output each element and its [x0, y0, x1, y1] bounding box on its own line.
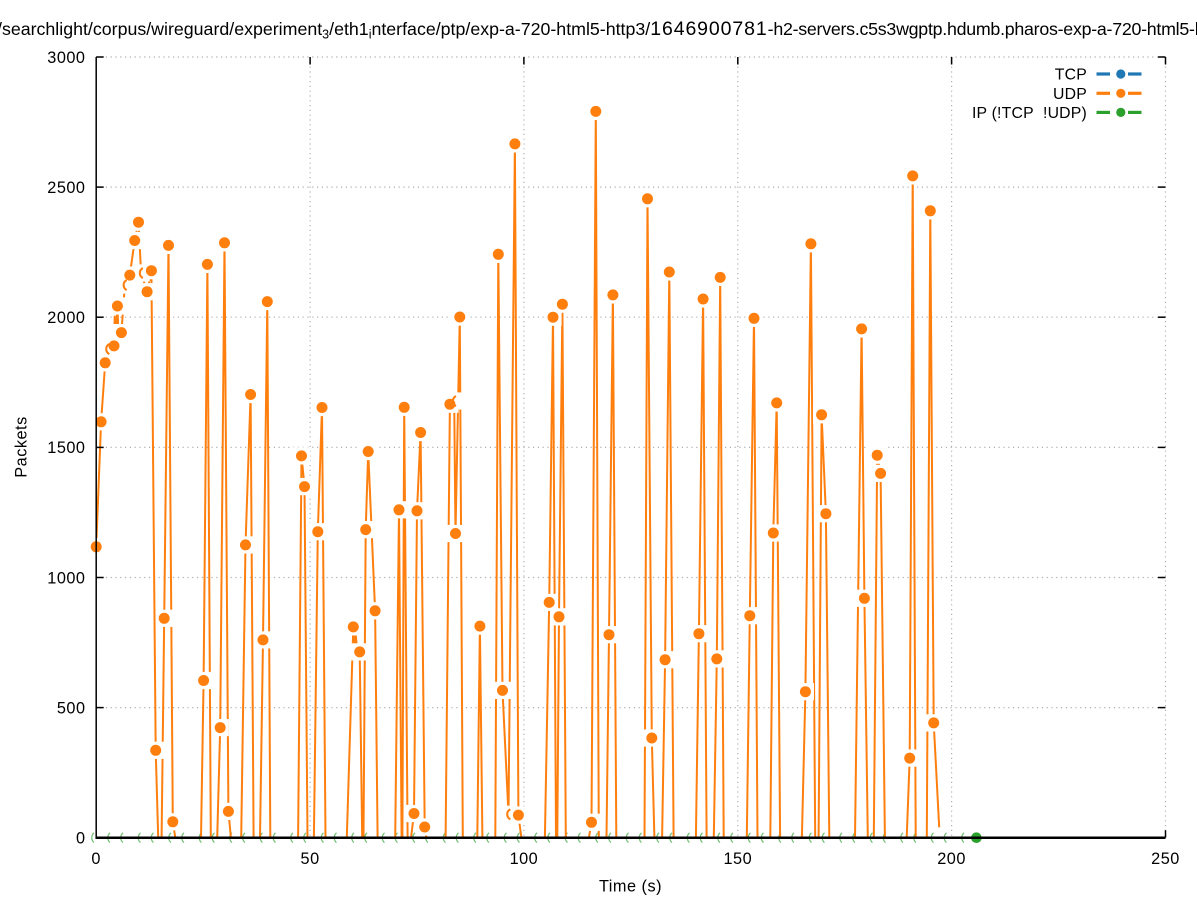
svg-text:250: 250 [1151, 850, 1180, 868]
svg-text:TCP: TCP [1055, 67, 1087, 84]
svg-text:200: 200 [937, 850, 966, 868]
svg-text:500: 500 [57, 700, 86, 718]
svg-text:Packets: Packets [12, 416, 30, 477]
svg-text:1000: 1000 [47, 569, 85, 587]
svg-text:/searchlight/corpus/wireguard/: /searchlight/corpus/wireguard/experiment… [0, 18, 1197, 41]
svg-text:IP (!TCP !UDP): IP (!TCP !UDP) [972, 105, 1087, 122]
svg-text:2500: 2500 [47, 179, 85, 197]
svg-text:150: 150 [723, 850, 752, 868]
svg-text:100: 100 [510, 850, 539, 868]
svg-text:0: 0 [91, 850, 101, 868]
svg-text:1500: 1500 [47, 439, 85, 457]
svg-text:2000: 2000 [47, 309, 85, 327]
svg-text:50: 50 [301, 850, 320, 868]
svg-text:UDP: UDP [1053, 86, 1087, 103]
svg-text:3000: 3000 [47, 49, 85, 67]
svg-text:Time (s): Time (s) [599, 878, 662, 896]
svg-text:0: 0 [76, 830, 86, 848]
